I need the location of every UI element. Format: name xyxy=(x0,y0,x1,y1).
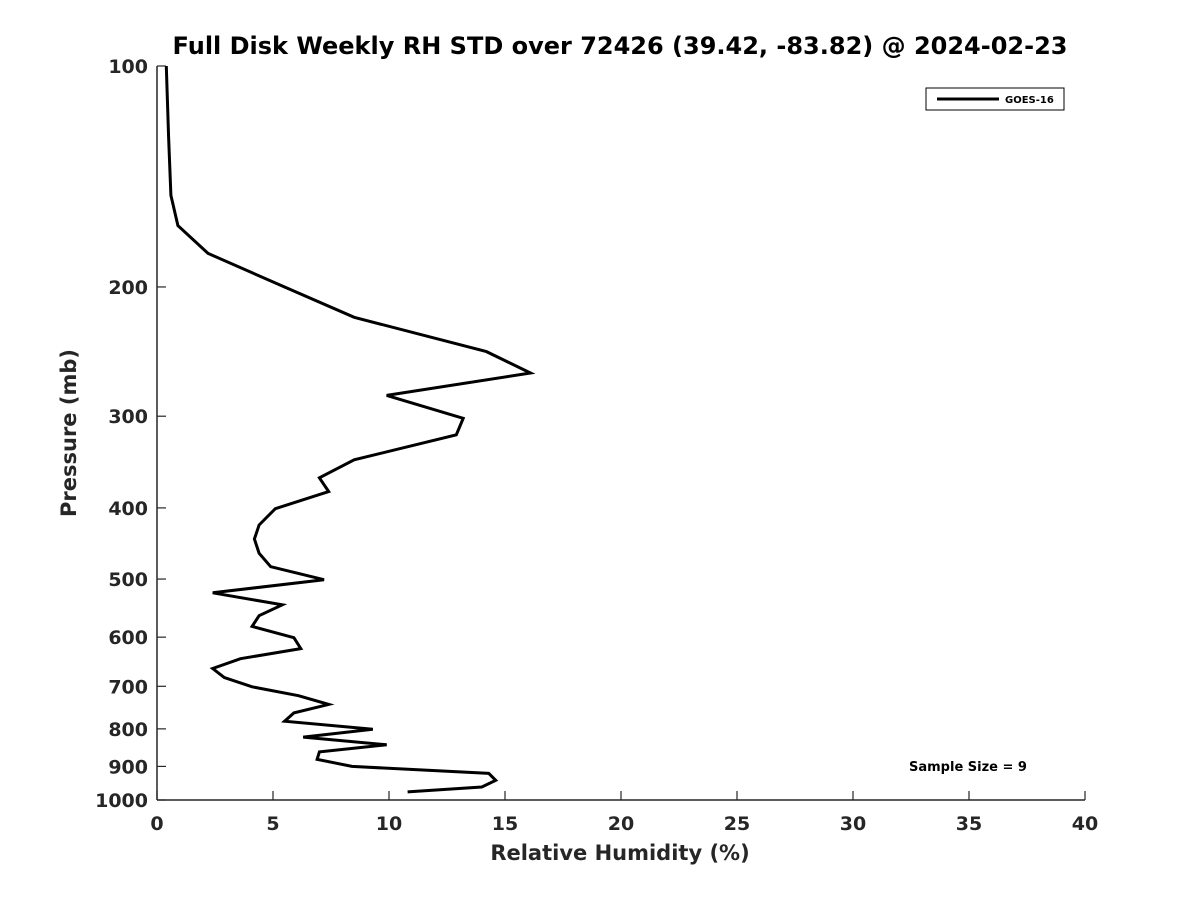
axes xyxy=(156,66,1085,801)
x-tick-label: 25 xyxy=(724,813,750,835)
y-tick-label: 100 xyxy=(108,56,148,78)
y-tick-label: 900 xyxy=(108,756,148,778)
x-axis-ticks: 0 5 10 15 20 25 30 35 40 xyxy=(150,791,1098,835)
sample-size-annotation: Sample Size = 9 xyxy=(909,760,1027,775)
y-axis-label: Pressure (mb) xyxy=(57,349,81,517)
y-tick-label: 800 xyxy=(108,719,148,741)
x-axis-label: Relative Humidity (%) xyxy=(490,841,749,865)
x-tick-label: 15 xyxy=(492,813,518,835)
x-tick-label: 20 xyxy=(608,813,634,835)
x-tick-label: 0 xyxy=(150,813,163,835)
x-tick-label: 35 xyxy=(956,813,982,835)
x-tick-label: 10 xyxy=(376,813,402,835)
y-tick-label: 300 xyxy=(108,406,148,428)
y-tick-label: 1000 xyxy=(95,790,148,812)
series-lines xyxy=(164,65,536,794)
y-tick-label: 700 xyxy=(108,676,148,698)
y-tick-label: 200 xyxy=(108,277,148,299)
legend: GOES-16 xyxy=(925,87,1065,111)
x-tick-label: 30 xyxy=(840,813,866,835)
y-tick-label: 600 xyxy=(108,627,148,649)
chart-title: Full Disk Weekly RH STD over 72426 (39.4… xyxy=(173,32,1068,60)
x-tick-label: 40 xyxy=(1072,813,1098,835)
y-tick-label: 400 xyxy=(108,498,148,520)
y-tick-label: 500 xyxy=(108,569,148,591)
y-axis-ticks: 100 200 300 400 500 600 700 800 900 1000 xyxy=(95,56,166,812)
legend-label-goes-16: GOES-16 xyxy=(1005,95,1054,106)
x-tick-label: 5 xyxy=(266,813,279,835)
series-line-goes-16 xyxy=(164,65,536,794)
